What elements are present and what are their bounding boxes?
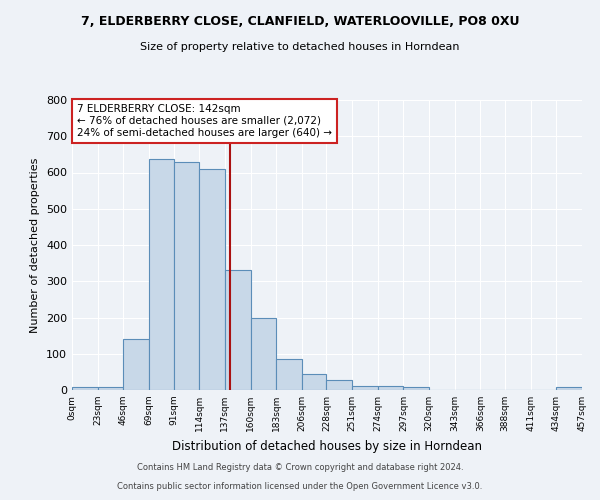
Bar: [199, 169, 225, 390]
Bar: [378, 386, 403, 390]
Text: 7 ELDERBERRY CLOSE: 142sqm
← 76% of detached houses are smaller (2,072)
24% of s: 7 ELDERBERRY CLOSE: 142sqm ← 76% of deta…: [77, 104, 332, 138]
Bar: [276, 359, 302, 390]
X-axis label: Distribution of detached houses by size in Horndean: Distribution of detached houses by size …: [172, 440, 482, 452]
Bar: [72, 388, 98, 390]
Bar: [302, 374, 326, 390]
Bar: [124, 339, 149, 390]
Text: Size of property relative to detached houses in Horndean: Size of property relative to detached ho…: [140, 42, 460, 52]
Text: 7, ELDERBERRY CLOSE, CLANFIELD, WATERLOOVILLE, PO8 0XU: 7, ELDERBERRY CLOSE, CLANFIELD, WATERLOO…: [81, 15, 519, 28]
Bar: [149, 158, 173, 390]
Y-axis label: Number of detached properties: Number of detached properties: [31, 158, 40, 332]
Text: Contains public sector information licensed under the Open Government Licence v3: Contains public sector information licen…: [118, 482, 482, 491]
Bar: [173, 162, 199, 390]
Bar: [98, 388, 124, 390]
Bar: [352, 386, 378, 390]
Bar: [251, 318, 276, 390]
Bar: [403, 388, 429, 390]
Bar: [556, 388, 582, 390]
Bar: [225, 270, 251, 390]
Text: Contains HM Land Registry data © Crown copyright and database right 2024.: Contains HM Land Registry data © Crown c…: [137, 464, 463, 472]
Bar: [326, 380, 352, 390]
